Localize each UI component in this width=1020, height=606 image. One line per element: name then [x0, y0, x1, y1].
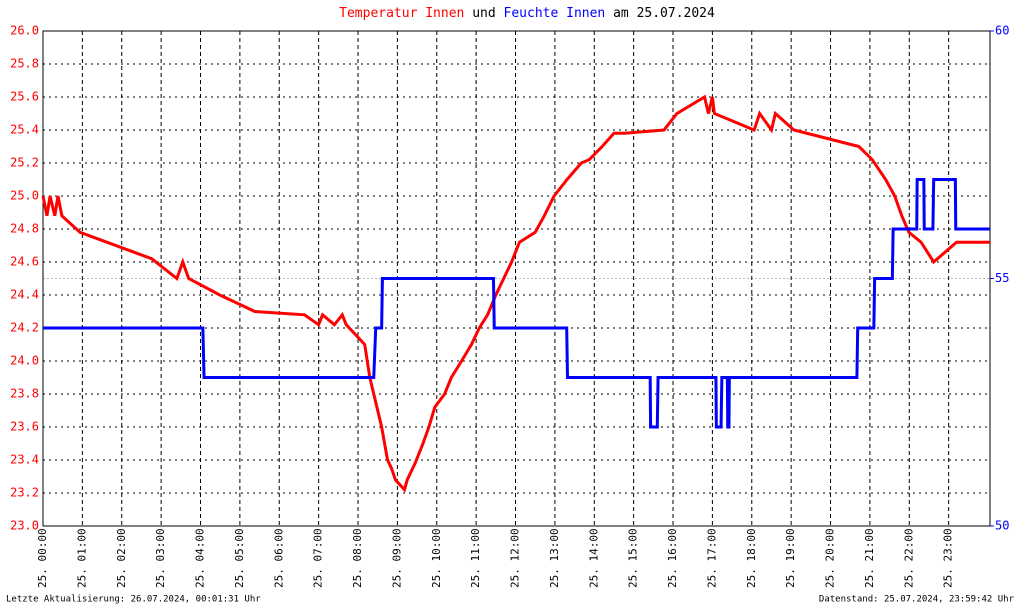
x-tick-label: 25. 15:00 [627, 528, 640, 588]
y-tick-label: 23.4 [10, 453, 39, 467]
y-tick-label: 23.6 [10, 420, 39, 434]
series-line [41, 94, 990, 493]
title-temperature: Temperatur Innen [339, 6, 464, 21]
y-tick-label: 23.0 [10, 519, 39, 533]
y-tick-label: 24.0 [10, 354, 39, 368]
chart-title: Temperatur Innen und Feuchte Innen am 25… [339, 6, 715, 21]
y-tick-label: 24.6 [10, 255, 39, 269]
x-tick-label: 25. 01:00 [75, 528, 88, 588]
x-tick-label: 25. 07:00 [312, 528, 325, 588]
x-tick-label: 25. 06:00 [272, 528, 285, 588]
y-tick-label: 24.4 [10, 288, 39, 302]
y2-tick-label: 50 [995, 519, 1009, 533]
x-tick-label: 25. 12:00 [509, 528, 522, 588]
x-tick-label: 25. 11:00 [469, 528, 482, 588]
x-tick-label: 25. 14:00 [587, 528, 600, 588]
x-tick-label: 25. 10:00 [430, 528, 443, 588]
y-tick-label: 24.2 [10, 321, 39, 335]
y-tick-label: 25.2 [10, 156, 39, 170]
x-tick-label: 25. 08:00 [351, 528, 364, 588]
plot-frame [42, 30, 991, 527]
x-tick-label: 25. 05:00 [233, 528, 246, 588]
title-joiner: und [472, 6, 495, 21]
x-tick-label: 25. 17:00 [705, 528, 718, 588]
x-tick-label: 25. 21:00 [863, 528, 876, 588]
footer-right: Datenstand: 25.07.2024, 23:59:42 Uhr [819, 595, 1015, 605]
x-tick-label: 25. 23:00 [942, 528, 955, 588]
y2-tick-label: 60 [995, 24, 1009, 38]
y2-tick-label: 55 [995, 271, 1009, 285]
x-tick-label: 25. 18:00 [745, 528, 758, 588]
x-tick-label: 25. 09:00 [390, 528, 403, 588]
y-tick-label: 25.0 [10, 189, 39, 203]
x-tick-label: 25. 16:00 [666, 528, 679, 588]
y-tick-label: 25.6 [10, 90, 39, 104]
x-tick-label: 25. 13:00 [548, 528, 561, 588]
x-tick-label: 25. 22:00 [902, 528, 915, 588]
y-tick-label: 23.8 [10, 387, 39, 401]
y-tick-label: 25.8 [10, 57, 39, 71]
series-line [43, 178, 990, 429]
y-tick-label: 25.4 [10, 123, 39, 137]
y-tick-label: 26.0 [10, 24, 39, 38]
y-tick-label: 23.2 [10, 486, 39, 500]
x-tick-label: 25. 02:00 [115, 528, 128, 588]
x-tick-label: 25. 04:00 [194, 528, 207, 588]
x-tick-label: 25. 00:00 [36, 528, 49, 588]
title-date: am 25.07.2024 [613, 6, 715, 21]
footer-left: Letzte Aktualisierung: 26.07.2024, 00:01… [6, 595, 261, 605]
title-humidity: Feuchte Innen [504, 6, 606, 21]
x-tick-label: 25. 20:00 [824, 528, 837, 588]
x-tick-label: 25. 03:00 [154, 528, 167, 588]
y-tick-label: 24.8 [10, 222, 39, 236]
x-tick-label: 25. 19:00 [784, 528, 797, 588]
